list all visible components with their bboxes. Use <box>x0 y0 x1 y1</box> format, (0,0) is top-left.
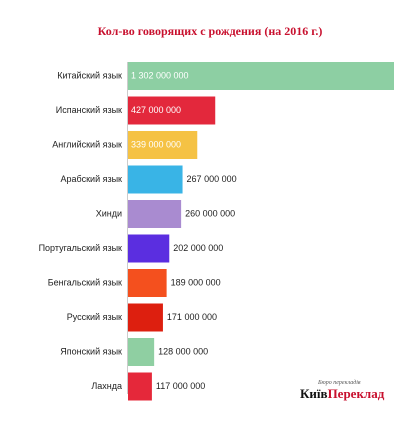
bar <box>128 234 170 263</box>
chart-title: Кол-во говорящих с рождения (на 2016 г.) <box>97 24 323 38</box>
bar <box>128 200 182 228</box>
category-label: Испанский язык <box>56 105 122 115</box>
category-label: Русский язык <box>67 312 122 322</box>
category-label: Арабский язык <box>61 174 123 184</box>
brand-name-part2: Переклад <box>327 386 385 401</box>
category-label: Китайский язык <box>57 70 122 80</box>
bar <box>128 165 183 194</box>
brand-logo: Бюро перекладів КиївПереклад <box>300 380 412 401</box>
category-label: Португальский язык <box>39 243 122 253</box>
bar <box>128 131 198 159</box>
category-label: Японский язык <box>60 346 122 356</box>
value-label: 202 000 000 <box>173 243 223 253</box>
value-label: 171 000 000 <box>167 312 217 322</box>
category-label: Бенгальский язык <box>48 277 122 287</box>
category-label: Лахнда <box>91 381 122 391</box>
value-label: 128 000 000 <box>158 346 208 356</box>
bar <box>128 338 155 366</box>
brand-name: КиївПереклад <box>300 387 412 401</box>
bar <box>128 303 163 332</box>
brand-name-part1: Київ <box>300 386 328 401</box>
bar <box>128 269 167 297</box>
value-label: 427 000 000 <box>131 105 181 115</box>
value-label: 1 302 000 000 <box>131 70 189 80</box>
value-label: 267 000 000 <box>187 174 237 184</box>
value-label: 260 000 000 <box>185 208 235 218</box>
category-label: Английский язык <box>52 139 122 149</box>
category-label: Хинди <box>96 208 122 218</box>
brand-subtitle: Бюро перекладів <box>318 380 361 386</box>
value-label: 339 000 000 <box>131 139 181 149</box>
bar <box>128 62 394 90</box>
value-label: 117 000 000 <box>156 381 205 391</box>
bar <box>128 96 216 125</box>
bar <box>128 372 152 401</box>
value-label: 189 000 000 <box>171 277 221 287</box>
